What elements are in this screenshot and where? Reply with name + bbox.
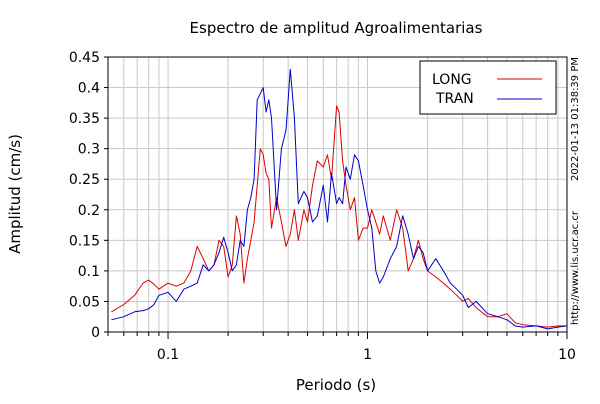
- timestamp-text: 2022-01-13 01:38:39 PM: [570, 57, 581, 181]
- x-axis-label: Periodo (s): [296, 376, 376, 394]
- y-tick-label: 0.05: [69, 294, 100, 310]
- y-tick-label: 0.25: [69, 172, 100, 188]
- y-tick-label: 0.1: [78, 264, 100, 280]
- legend-label-long: LONG: [432, 72, 472, 88]
- series-lines: [111, 68, 568, 330]
- x-tick-label: 10: [558, 347, 576, 363]
- legend-box: [419, 60, 557, 115]
- source-url-text: http://www.lis.ucr.ac.cr: [570, 210, 581, 325]
- axis-ticks: 0.1 1 10 0 0.05 0.1 0.15 0.2 0.25 0.3 0.35 0.4 0.45: [69, 50, 576, 363]
- y-tick-label: 0.3: [78, 142, 100, 158]
- series-line-tran: [111, 68, 568, 330]
- x-tick-label: 1: [363, 347, 372, 363]
- legend-label-tran: TRAN: [435, 91, 474, 107]
- y-axis-label: Amplitud (cm/s): [6, 134, 24, 254]
- y-tick-label: 0: [91, 325, 100, 341]
- y-tick-label: 0.4: [78, 81, 100, 97]
- chart-title: Espectro de amplitud Agroalimentarias: [190, 19, 483, 37]
- plot-frame: [107, 56, 568, 333]
- legend: LONG TRAN: [419, 60, 557, 115]
- y-tick-label: 0.15: [69, 233, 100, 249]
- y-tick-label: 0.2: [78, 203, 100, 219]
- x-tick-label: 0.1: [157, 347, 179, 363]
- y-tick-label: 0.45: [69, 50, 100, 66]
- y-tick-label: 0.35: [69, 111, 100, 127]
